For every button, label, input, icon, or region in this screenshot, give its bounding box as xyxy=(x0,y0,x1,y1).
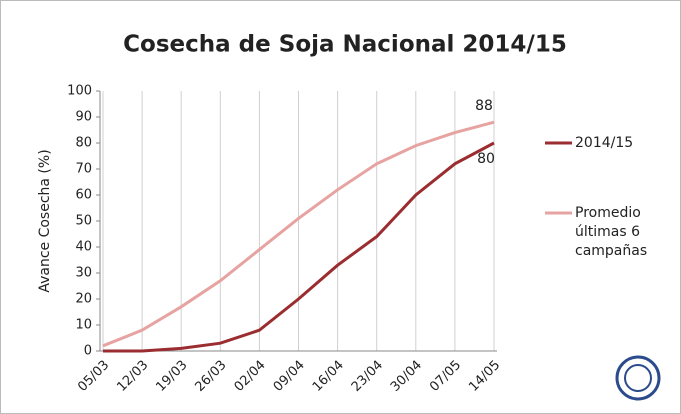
y-axis-label: Avance Cosecha (%) xyxy=(37,149,53,292)
legend-label: 2014/15 xyxy=(575,135,634,151)
y-tick-label: 90 xyxy=(75,110,92,125)
y-tick-label: 30 xyxy=(75,266,92,281)
data-label: 80 xyxy=(477,151,495,167)
y-tick-label: 50 xyxy=(75,214,92,229)
y-tick-label: 70 xyxy=(75,162,92,177)
y-tick-label: 40 xyxy=(75,240,92,255)
chart-title: Cosecha de Soja Nacional 2014/15 xyxy=(123,32,567,58)
y-tick-label: 10 xyxy=(75,318,92,333)
y-tick-label: 100 xyxy=(67,84,92,99)
logo xyxy=(615,355,661,401)
y-tick-label: 20 xyxy=(75,292,92,307)
series-line xyxy=(103,141,495,353)
legend-label: Promedio últimas 6 campañas xyxy=(575,205,648,259)
y-tick-label: 60 xyxy=(75,188,92,203)
y-tick-label: 0 xyxy=(84,344,92,359)
data-label: 88 xyxy=(475,98,493,114)
series-line xyxy=(102,120,495,348)
y-tick-label: 80 xyxy=(75,136,92,151)
